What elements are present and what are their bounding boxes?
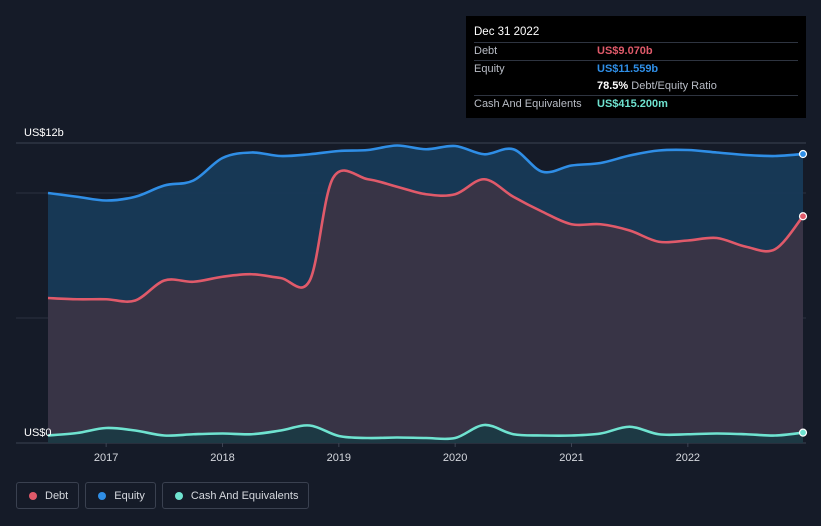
x-tick-label: 2021 <box>559 452 583 464</box>
tooltip-row-equity: Equity US$11.559b <box>474 60 798 78</box>
x-tick-label: 2022 <box>676 452 700 464</box>
x-tick-label: 2017 <box>94 452 118 464</box>
tooltip-ratio-label <box>474 78 597 95</box>
y-tick-label: US$12b <box>24 127 64 139</box>
tooltip-date: Dec 31 2022 <box>474 26 540 38</box>
y-tick-label: US$0 <box>24 427 52 439</box>
tooltip-equity-value: US$11.559b <box>597 63 659 75</box>
tooltip-row-cash: Cash And Equivalents US$415.200m <box>474 95 798 113</box>
debt-line <box>47 169 805 303</box>
cash-area <box>48 424 803 443</box>
legend-label-debt: Debt <box>45 489 69 502</box>
cash-end-marker <box>798 428 808 437</box>
tooltip-ratio-value: 78.5% Debt/Equity Ratio <box>597 78 717 95</box>
tooltip-row-debt: Debt US$9.070b <box>474 42 798 60</box>
equity-line <box>47 144 804 202</box>
tooltip-debt-label: Debt <box>474 45 498 57</box>
tooltip-equity-label: Equity <box>474 63 505 75</box>
legend-dot-debt <box>29 491 37 500</box>
tooltip-ratio-suffix: Debt/Equity Ratio <box>631 80 717 92</box>
legend-item-equity[interactable]: Equity <box>85 482 156 509</box>
tooltip-debt-value: US$9.070b <box>597 45 653 57</box>
tooltip-panel: Dec 31 2022 Debt US$9.070b Equity US$11.… <box>466 16 806 118</box>
equity-end-marker <box>798 149 808 159</box>
legend-label-equity: Equity <box>114 489 145 502</box>
x-tick-label: 2019 <box>327 452 351 464</box>
tooltip-ratio-number: 78.5% <box>597 80 629 92</box>
tooltip-cash-value: US$415.200m <box>597 98 668 110</box>
x-tick-label: 2020 <box>443 452 467 464</box>
chart-legend: Debt Equity Cash And Equivalents <box>16 482 310 509</box>
legend-item-cash[interactable]: Cash And Equivalents <box>161 482 310 509</box>
legend-item-debt[interactable]: Debt <box>16 482 80 509</box>
debt-end-marker <box>798 212 808 221</box>
legend-label-cash: Cash And Equivalents <box>190 489 299 502</box>
debt-area <box>48 170 803 443</box>
legend-dot-equity <box>98 491 107 500</box>
tooltip-row-ratio: 78.5% Debt/Equity Ratio <box>474 78 798 95</box>
cash-line <box>47 423 804 441</box>
tooltip-cash-label: Cash And Equivalents <box>474 98 582 110</box>
legend-dot-cash <box>174 491 183 500</box>
x-tick-label: 2018 <box>210 452 234 464</box>
